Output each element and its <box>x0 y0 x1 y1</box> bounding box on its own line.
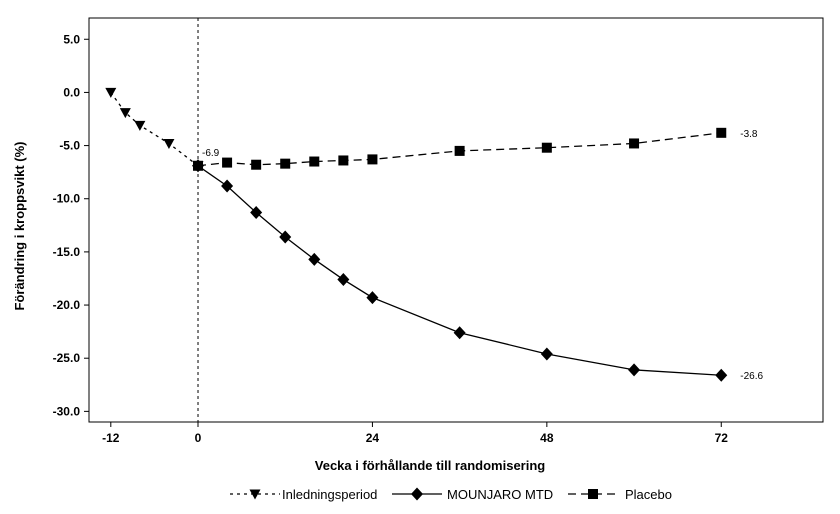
legend-marker <box>411 487 423 501</box>
data-point <box>105 87 117 98</box>
y-tick-label: -25.0 <box>53 351 81 365</box>
legend-item: MOUNJARO MTD <box>392 487 553 502</box>
series-mounjaro-mtd <box>192 159 728 382</box>
data-point <box>337 273 350 287</box>
legend-item: Placebo <box>568 487 672 502</box>
legend-label: MOUNJARO MTD <box>447 487 553 502</box>
data-point <box>309 156 320 167</box>
data-point <box>193 160 204 171</box>
x-tick-label: 0 <box>195 431 202 445</box>
data-point <box>338 155 349 166</box>
x-tick-label: 24 <box>366 431 380 445</box>
legend-item: Inledningsperiod <box>230 487 377 502</box>
series-line <box>197 165 722 376</box>
series-placebo <box>193 127 727 171</box>
data-point <box>250 206 263 220</box>
data-point <box>541 142 552 153</box>
data-point <box>715 368 728 382</box>
x-axis: -12 0 24 48 72 <box>102 422 728 445</box>
y-tick-label: 5.0 <box>63 32 80 46</box>
data-point <box>279 230 292 244</box>
legend-marker <box>588 489 598 499</box>
data-point <box>628 363 641 377</box>
legend-label: Inledningsperiod <box>282 487 377 502</box>
legend-label: Placebo <box>625 487 672 502</box>
plot-frame <box>88 17 824 423</box>
data-point <box>163 138 175 149</box>
y-tick-label: -5.0 <box>59 139 80 153</box>
data-point <box>308 252 321 266</box>
y-tick-label: 0.0 <box>63 85 80 99</box>
series-line <box>110 92 199 167</box>
x-tick-label: -12 <box>102 431 120 445</box>
data-label: -26.6 <box>740 371 763 382</box>
data-label: -3.8 <box>740 129 758 140</box>
legend-marker <box>249 489 261 500</box>
y-tick-label: -15.0 <box>53 245 81 259</box>
y-tick-label: -30.0 <box>53 404 81 418</box>
data-point <box>280 158 291 169</box>
y-tick-label: -10.0 <box>53 192 81 206</box>
data-point <box>629 138 640 149</box>
data-point <box>716 127 727 138</box>
data-point <box>119 108 131 119</box>
series-inledningsperiod <box>105 87 204 172</box>
data-point <box>221 179 234 193</box>
data-point <box>222 157 233 168</box>
annotations: -6.9 -3.8 -26.6 <box>202 129 763 382</box>
x-tick-label: 48 <box>540 431 554 445</box>
data-point <box>367 154 378 165</box>
y-axis-title: Förändring i kroppsvikt (%) <box>12 141 27 310</box>
data-point <box>453 326 466 340</box>
x-tick-label: 72 <box>715 431 729 445</box>
x-axis-title: Vecka i förhållande till randomisering <box>315 458 546 473</box>
data-point <box>251 159 262 170</box>
data-point <box>134 120 146 131</box>
y-axis: 5.0 0.0 -5.0 -10.0 -15.0 -20.0 -25.0 -30.0 <box>53 32 89 418</box>
data-label: -6.9 <box>202 148 220 159</box>
data-point <box>540 347 553 361</box>
data-point <box>366 291 379 305</box>
y-tick-label: -20.0 <box>53 298 81 312</box>
series-container <box>105 87 728 382</box>
legend: Inledningsperiod MOUNJARO MTD Placebo <box>230 487 672 502</box>
data-point <box>454 145 465 156</box>
